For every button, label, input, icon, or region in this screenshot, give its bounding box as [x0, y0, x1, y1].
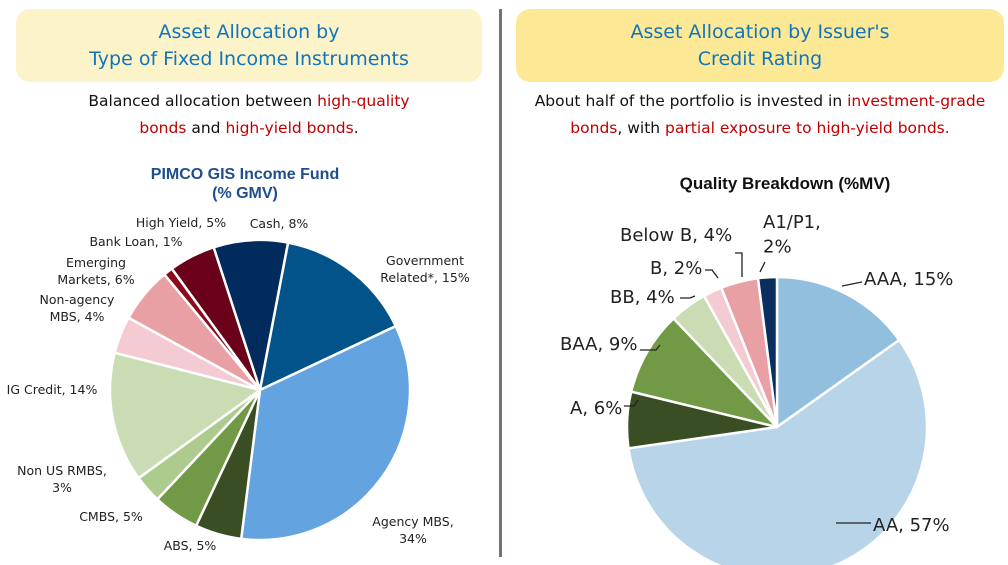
leader-line [680, 295, 696, 299]
pie-slice-aaa [775, 275, 901, 429]
pie-slice-baa [629, 317, 779, 429]
pie-label: Non US RMBS, 3% [17, 463, 107, 495]
pie-label: High Yield, 5% [136, 215, 226, 230]
right-subtitle: About half of the portfolio is invested … [514, 88, 1006, 142]
pie-slice-ig-credit [108, 351, 262, 480]
pie-label: B, 2% [650, 258, 702, 279]
pie-label: Emerging Markets, 6% [57, 255, 134, 287]
pie-label: BB, 4% [610, 287, 675, 308]
subtitle-text: . [353, 119, 359, 137]
right-subtitle-line-2: bonds, with partial exposure to high-yie… [514, 115, 1006, 142]
leader-line [759, 261, 766, 273]
left-subtitle-line-2: bonds and high-yield bonds. [16, 115, 482, 142]
pie-label: Below B, 4% [620, 225, 732, 246]
right-banner: Asset Allocation by Issuer's Credit Rati… [516, 9, 1004, 82]
left-banner-line-2: Type of Fixed Income Instruments [89, 47, 409, 70]
leader-line [841, 281, 863, 287]
left-chart-subtitle: (% GMV) [212, 185, 278, 202]
pie-label: ABS, 5% [164, 538, 217, 553]
left-subtitle-line-1: Balanced allocation between high-quality [16, 88, 482, 115]
highlight-text: high-yield bonds [225, 119, 354, 137]
left-pie: Cash, 8% Government Related*, 15% Agency MB… [7, 215, 470, 553]
pie-label: CMBS, 5% [79, 509, 143, 524]
pie-label: AA, 57% [873, 515, 950, 536]
right-pie: AAA, 15% AA, 57% A, 6% BAA, 9% BB, 4% B, 2% Be… [560, 212, 953, 565]
pie-slice-agency-mbs [239, 324, 412, 542]
pie-slice-high-yield [170, 246, 262, 392]
left-subtitle: Balanced allocation between high-quality… [16, 88, 482, 142]
pie-label: IG Credit, 14% [7, 382, 98, 397]
panel-divider [499, 9, 502, 557]
left-banner-line-1: Asset Allocation by [158, 20, 340, 43]
highlight-text: investment-grade [847, 92, 986, 110]
pie-slice-aa [627, 338, 929, 565]
subtitle-text: , with [617, 119, 666, 137]
pie-label: BAA, 9% [560, 334, 637, 355]
pie-label: Non-agency MBS, 4% [40, 292, 116, 324]
pie-label: A1/P1, 2% [763, 212, 821, 257]
pie-label: Agency MBS, 34% [372, 514, 453, 546]
leader-line [640, 344, 661, 351]
pie-label: Cash, 8% [250, 216, 309, 231]
pie-label: Bank Loan, 1% [89, 234, 182, 249]
subtitle-text: and [186, 119, 226, 137]
left-banner: Asset Allocation by Type of Fixed Income… [16, 9, 482, 82]
left-chart-title: PIMCO GIS Income Fund [151, 166, 339, 183]
leader-line [705, 269, 719, 279]
leader-line [735, 252, 743, 277]
pie-label: A, 6% [570, 398, 622, 419]
pie-label: AAA, 15% [864, 269, 953, 290]
highlight-text: high-quality [317, 92, 410, 110]
subtitle-text: Balanced allocation between [88, 92, 318, 110]
pie-slice-government-related [258, 241, 397, 392]
right-banner-line-1: Asset Allocation by Issuer's [630, 20, 890, 43]
pie-slice-a1-p1 [756, 275, 779, 429]
right-chart-title: Quality Breakdown (%MV) [680, 174, 891, 193]
right-subtitle-line-1: About half of the portfolio is invested … [514, 88, 1006, 115]
subtitle-text: About half of the portfolio is invested … [534, 92, 848, 110]
highlight-text: partial exposure to high-yield bonds. [665, 119, 950, 137]
right-banner-line-2: Credit Rating [697, 47, 823, 70]
pie-label: Government Related*, 15% [380, 253, 470, 285]
highlight-text: bonds [570, 119, 618, 137]
highlight-text: bonds [139, 119, 187, 137]
leader-line [624, 399, 639, 407]
